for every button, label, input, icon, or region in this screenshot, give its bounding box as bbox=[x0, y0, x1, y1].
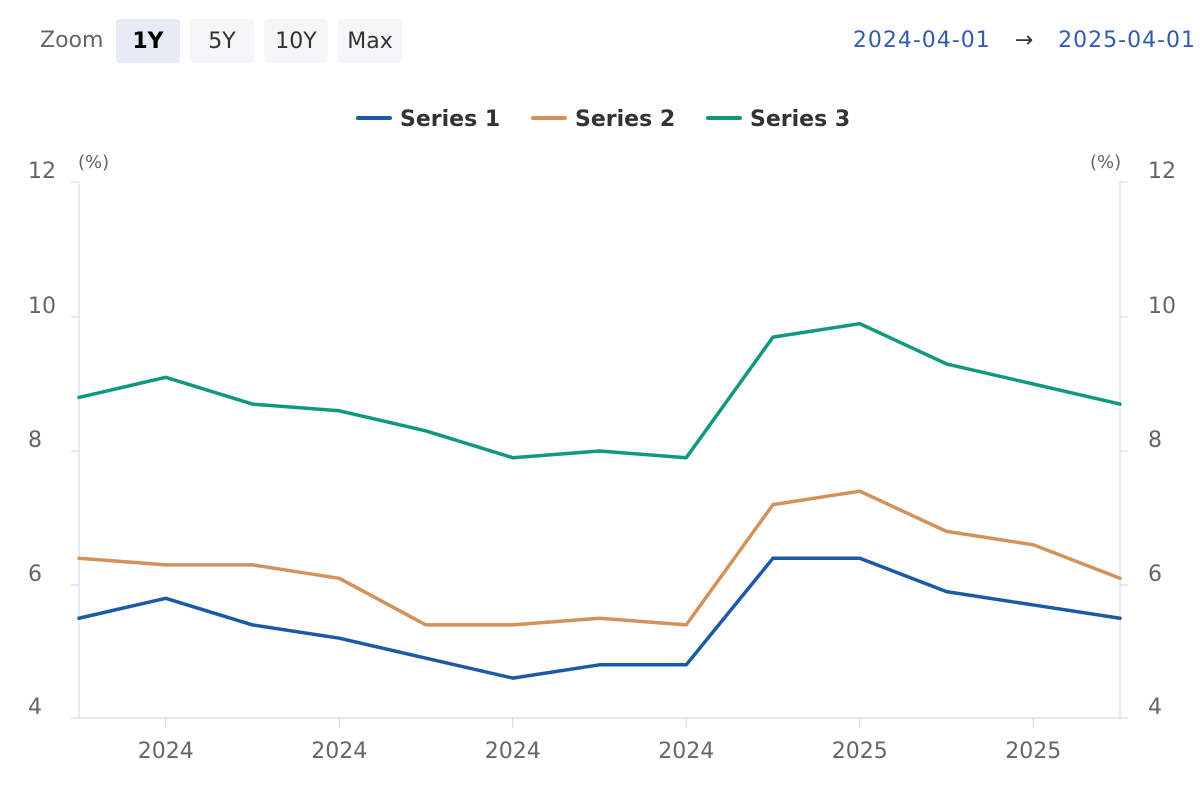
series-1-point bbox=[250, 623, 255, 627]
left-y-tick-label: 12 bbox=[28, 159, 56, 184]
series-3-line bbox=[77, 321, 1122, 460]
range-to-input[interactable]: 2025-04-01 bbox=[1058, 28, 1196, 53]
series-2-line bbox=[77, 489, 1122, 627]
right-y-tick-label: 12 bbox=[1148, 159, 1176, 184]
series-2-point bbox=[1118, 576, 1122, 580]
series-1-point bbox=[1118, 616, 1122, 620]
x-tick-label: 2024 bbox=[311, 739, 367, 764]
series-2-point bbox=[944, 529, 949, 534]
zoom-5y-button[interactable]: 5Y bbox=[190, 19, 254, 63]
series-3-point bbox=[424, 429, 428, 433]
series-1-point bbox=[511, 676, 515, 680]
series-2-point bbox=[1031, 543, 1035, 547]
series-3-point bbox=[771, 335, 775, 339]
x-tick-label: 2024 bbox=[658, 739, 714, 764]
x-tick-label: 2024 bbox=[485, 739, 541, 764]
right-y-tick-label: 8 bbox=[1148, 428, 1162, 453]
zoom-1y-button[interactable]: 1Y bbox=[116, 19, 180, 63]
left-y-tick-label: 8 bbox=[28, 428, 42, 453]
series-3-point bbox=[164, 375, 168, 379]
x-tick-label: 2024 bbox=[138, 739, 194, 764]
x-tick-label: 2025 bbox=[832, 739, 888, 764]
series-3-point bbox=[858, 322, 862, 326]
legend-label-series-2: Series 2 bbox=[575, 107, 675, 132]
series-1-point bbox=[684, 663, 688, 667]
left-y-tick-label: 6 bbox=[28, 562, 42, 587]
range-from-input[interactable]: 2024-04-01 bbox=[852, 28, 991, 53]
series-2-point bbox=[337, 576, 341, 580]
x-tick-label: 2025 bbox=[1005, 739, 1061, 764]
zoom-label: Zoom bbox=[40, 28, 104, 53]
right-axis-unit: (%) bbox=[1090, 152, 1121, 173]
series-3-point bbox=[597, 449, 602, 453]
series-1-point bbox=[424, 656, 428, 660]
series-1-point bbox=[771, 556, 775, 560]
series-2-point bbox=[597, 616, 602, 620]
series-3-point bbox=[250, 402, 255, 406]
series-3-point bbox=[511, 456, 515, 460]
series-2-point bbox=[684, 623, 688, 627]
series-1-point bbox=[858, 556, 862, 560]
series-2-point bbox=[164, 563, 168, 567]
series-3-point bbox=[1118, 402, 1122, 406]
series-1-point bbox=[164, 596, 168, 600]
series-1-point bbox=[77, 616, 81, 620]
series-1-point bbox=[597, 663, 602, 667]
series-2-point bbox=[424, 623, 428, 627]
series-2-point bbox=[771, 503, 775, 507]
zoom-max-button[interactable]: Max bbox=[338, 19, 402, 63]
series-2-point bbox=[511, 623, 515, 627]
series-3-point bbox=[944, 362, 949, 366]
left-y-tick-label: 4 bbox=[28, 695, 42, 720]
legend-label-series-1: Series 1 bbox=[400, 107, 500, 132]
legend-label-series-3: Series 3 bbox=[750, 107, 850, 132]
series-3-point bbox=[1031, 382, 1035, 386]
series-3-point bbox=[337, 409, 341, 413]
right-y-tick-label: 10 bbox=[1148, 294, 1176, 319]
toolbar: Zoom 1Y 5Y 10Y Max 2024-04-01 → 2025-04-… bbox=[0, 0, 1200, 84]
date-range: 2024-04-01 → 2025-04-01 bbox=[853, 28, 1196, 53]
range-arrow-icon: → bbox=[1014, 28, 1035, 53]
series-2-point bbox=[250, 563, 255, 567]
series-1-point bbox=[944, 590, 949, 594]
zoom-10y-button[interactable]: 10Y bbox=[264, 19, 328, 63]
left-axis-unit: (%) bbox=[78, 152, 109, 173]
left-y-tick-label: 10 bbox=[28, 294, 56, 319]
series-1-point bbox=[337, 636, 341, 640]
right-y-tick-label: 6 bbox=[1148, 562, 1162, 587]
series-3-point bbox=[684, 456, 688, 460]
series-1-point bbox=[1031, 603, 1035, 607]
series-2-point bbox=[858, 489, 862, 493]
series-2-point bbox=[77, 556, 81, 560]
right-y-tick-label: 4 bbox=[1148, 695, 1162, 720]
series-3-point bbox=[77, 395, 81, 399]
